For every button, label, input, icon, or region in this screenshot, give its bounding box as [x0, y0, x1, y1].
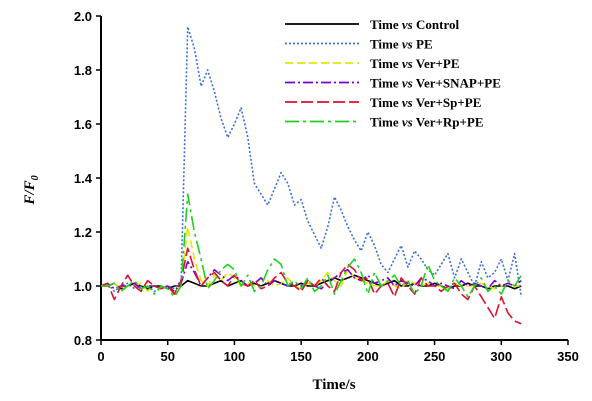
y-tick-label: 1.2: [74, 225, 92, 240]
x-tick-label: 250: [424, 349, 446, 364]
legend-label-vs: vs: [402, 76, 413, 91]
y-tick-label: 1.0: [74, 279, 92, 294]
legend-label-suffix: Ver+Sp+PE: [413, 95, 482, 110]
legend-label-2: Time vs PE: [370, 37, 433, 52]
legend-label-3: Time vs Ver+PE: [370, 56, 460, 71]
legend-label-prefix: Time: [370, 76, 402, 91]
legend-label-prefix: Time: [370, 115, 402, 130]
series-line-6: [101, 193, 522, 298]
legend-label-suffix: Ver+SNAP+PE: [413, 76, 501, 91]
series-line-5: [100, 247, 522, 325]
series-layer: [100, 25, 523, 325]
x-tick-label: 300: [490, 349, 512, 364]
legend-label-vs: vs: [402, 17, 413, 32]
legend-label-prefix: Time: [370, 56, 402, 71]
legend-label-suffix: PE: [413, 37, 433, 52]
legend-label-prefix: Time: [370, 95, 402, 110]
legend-label-prefix: Time: [370, 37, 402, 52]
legend-label-suffix: Ver+PE: [413, 56, 460, 71]
legend-label-6: Time vs Ver+Rp+PE: [370, 115, 484, 130]
y-tick-label: 2.0: [74, 9, 92, 24]
y-tick-label: 1.8: [74, 63, 92, 78]
legend-label-vs: vs: [402, 56, 413, 71]
y-axis-title-main: F/F: [22, 180, 38, 205]
y-axis-title-subscript: 0: [30, 175, 41, 180]
legend-label-suffix: Ver+Rp+PE: [413, 115, 484, 130]
axes: 0 50 100 150 200 250 300 350 0.8 1.0 1.2 1.4 1.6 1.8 2…: [74, 9, 579, 364]
legend-label-vs: vs: [402, 115, 413, 130]
x-tick-label: 150: [290, 349, 312, 364]
legend-label-1: Time vs Control: [370, 17, 459, 32]
x-tick-label: 50: [160, 349, 174, 364]
y-tick-label: 0.8: [74, 333, 92, 348]
series-line-3: [101, 225, 522, 293]
legend-label-vs: vs: [402, 37, 413, 52]
legend-label-prefix: Time: [370, 17, 402, 32]
legend-label-vs: vs: [402, 95, 413, 110]
series-line-2: [100, 25, 523, 297]
y-axis-title: F/F0: [22, 175, 41, 205]
legend-label-4: Time vs Ver+SNAP+PE: [370, 76, 501, 91]
x-tick-label: 350: [557, 349, 579, 364]
y-tick-label: 1.4: [74, 171, 93, 186]
x-axis-title: Time/s: [312, 377, 355, 393]
x-tick-label: 0: [97, 349, 104, 364]
x-tick-label: 200: [357, 349, 379, 364]
y-tick-label: 1.6: [74, 117, 92, 132]
x-tick-label: 100: [224, 349, 246, 364]
legend-label-5: Time vs Ver+Sp+PE: [370, 95, 481, 110]
legend-label-suffix: Control: [413, 17, 460, 32]
